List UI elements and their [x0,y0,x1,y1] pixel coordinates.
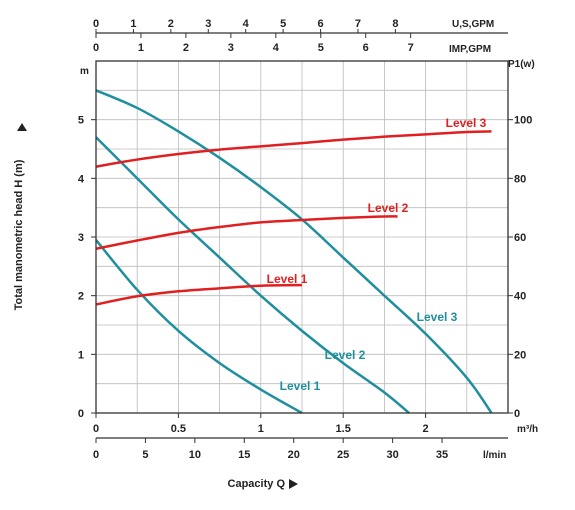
power-curve-label-1: Level 1 [267,272,308,286]
power-tick-label: 80 [514,173,526,185]
us-gpm-tick-label: 0 [93,18,99,30]
m3h-tick-label: 1.5 [336,423,351,435]
power-curve-1 [95,283,303,306]
head-curve-3 [95,89,493,414]
head-unit-label: m [80,66,89,77]
us-gpm-tick-label: 6 [317,18,323,30]
us-gpm-tick-label: 8 [392,18,398,30]
imp-gpm-tick-label: 1 [138,42,144,54]
imp-gpm-tick-label: 6 [363,42,369,54]
us-gpm-unit-label: U,S,GPM [452,19,494,30]
m3h-tick-label: 1 [258,423,264,435]
x-axis-title: Capacity Q [228,478,286,490]
lmin-tick-label: 35 [436,449,448,461]
lmin-tick-label: 30 [386,449,398,461]
power-curve-label-2: Level 2 [368,201,409,215]
us-gpm-tick-label: 7 [355,18,361,30]
imp-gpm-tick-label: 4 [273,42,280,54]
head-curve-label-1: Level 1 [280,379,321,393]
power-unit-label: P1(w) [508,59,535,70]
us-gpm-tick-label: 1 [130,18,136,30]
x-axis-arrow-icon [289,479,298,489]
power-tick-label: 60 [514,232,526,244]
head-curve-label-3: Level 3 [417,310,458,324]
us-gpm-tick-label: 4 [243,18,250,30]
m3h-unit-label: m³/h [517,424,538,435]
head-curve-label-2: Level 2 [325,348,366,362]
imp-gpm-tick-label: 0 [93,42,99,54]
power-curve-2 [95,215,398,250]
lmin-tick-label: 10 [189,449,201,461]
us-gpm-tick-label: 5 [280,18,286,30]
grid [96,61,508,413]
head-curve-1 [95,239,303,415]
lmin-tick-label: 25 [337,449,349,461]
lmin-tick-label: 15 [238,449,250,461]
imp-gpm-tick-label: 3 [228,42,234,54]
lmin-tick-label: 5 [142,449,148,461]
power-tick-label: 40 [514,291,526,303]
imp-gpm-tick-label: 5 [318,42,324,54]
power-curve-3 [95,130,492,168]
head-tick-label: 3 [78,232,84,244]
imp-gpm-tick-label: 2 [183,42,189,54]
m3h-tick-label: 2 [423,423,429,435]
power-curve-label-3: Level 3 [446,116,487,130]
m3h-tick-label: 0 [93,423,99,435]
head-tick-label: 0 [78,408,84,420]
lmin-unit-label: l/min [483,450,506,461]
us-gpm-tick-label: 3 [205,18,211,30]
power-tick-label: 20 [514,349,526,361]
head-tick-label: 5 [78,115,84,127]
us-gpm-tick-label: 2 [168,18,174,30]
m3h-tick-label: 0.5 [171,423,186,435]
head-curve-2 [95,136,410,414]
lmin-tick-label: 20 [288,449,300,461]
curves: Level 1 Level 2 Level 3 Level 1 Level 2 Level… [95,89,493,415]
y-axis-title: Total manometric head H (m) [13,159,25,310]
imp-gpm-unit-label: IMP,GPM [449,44,491,55]
lmin-tick-label: 0 [93,449,99,461]
head-tick-label: 2 [78,291,84,303]
imp-gpm-tick-label: 7 [408,42,414,54]
y-axis-arrow-icon [17,123,27,131]
head-tick-label: 1 [78,349,84,361]
power-tick-label: 0 [514,408,520,420]
power-tick-label: 100 [514,115,532,127]
head-tick-label: 4 [78,173,85,185]
